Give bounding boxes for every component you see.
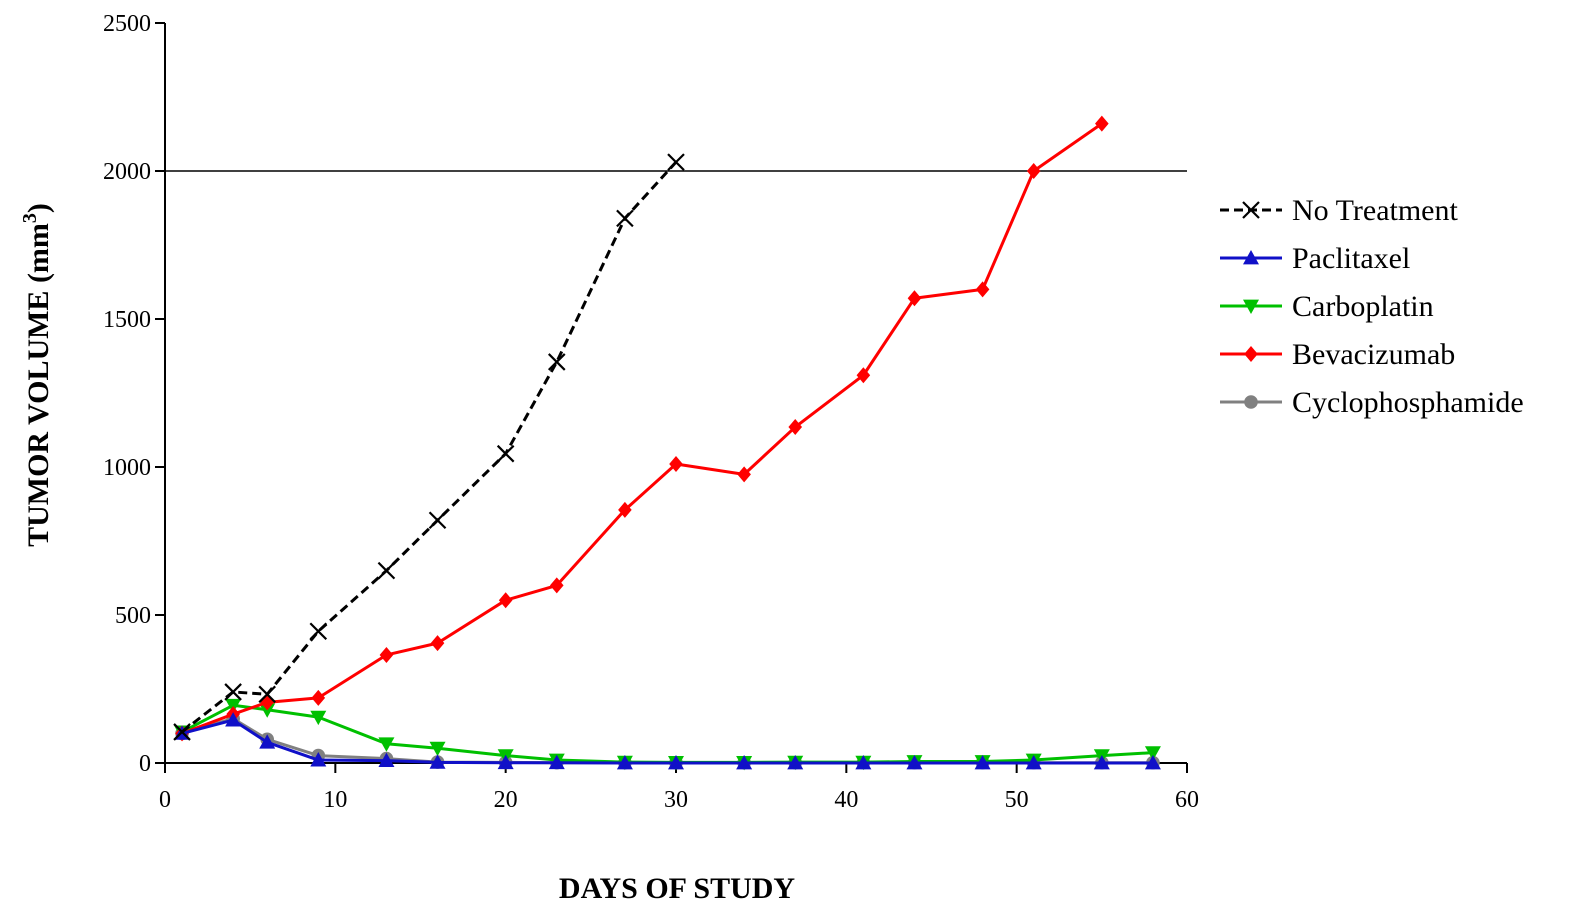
data-point <box>616 755 633 770</box>
series-line <box>181 717 1153 765</box>
data-point <box>549 577 564 594</box>
data-point <box>907 290 922 307</box>
data-point <box>856 367 871 384</box>
series-bevacizumab <box>175 115 1109 742</box>
x-tick-label: 40 <box>834 787 858 813</box>
legend-swatch-marker <box>1243 250 1259 265</box>
data-point <box>428 511 447 530</box>
data-point <box>429 741 446 757</box>
y-axis-title-superscript: 3 <box>19 213 41 223</box>
x-tick-label: 30 <box>664 787 688 813</box>
data-point <box>1093 755 1110 770</box>
data-point <box>548 754 565 770</box>
x-tick-label: 0 <box>159 787 171 813</box>
y-tick-label: 1000 <box>103 455 151 481</box>
data-point <box>975 281 990 298</box>
data-point <box>430 635 445 652</box>
data-point <box>225 698 242 714</box>
data-point <box>224 683 242 701</box>
x-axis-title: DAYS OF STUDY <box>559 872 795 905</box>
x-tick-label: 10 <box>323 787 347 813</box>
data-point <box>496 444 515 463</box>
data-point <box>618 501 632 518</box>
data-point <box>1026 163 1041 179</box>
legend-label: Paclitaxel <box>1292 242 1410 275</box>
series-line <box>181 718 1153 765</box>
data-point <box>906 755 923 770</box>
y-tick-label: 500 <box>115 603 151 629</box>
data-point <box>547 353 566 371</box>
x-tick-label: 60 <box>1175 787 1199 813</box>
legend-item: No Treatment <box>1220 194 1459 227</box>
data-point <box>377 561 396 580</box>
data-point <box>974 755 991 770</box>
data-point <box>378 737 395 752</box>
y-axis-title: TUMOR VOLUME (mm3) <box>19 203 55 547</box>
data-point <box>498 592 513 609</box>
legend-swatch-marker <box>1244 346 1258 362</box>
data-point <box>310 752 327 767</box>
x-tick-label: 20 <box>494 787 518 813</box>
data-point <box>310 710 327 726</box>
legend-label: Carboplatin <box>1292 290 1434 323</box>
data-point <box>309 622 328 641</box>
data-point <box>311 689 326 706</box>
data-point <box>737 466 751 483</box>
data-point <box>173 723 191 741</box>
legend: No Treatment Paclitaxel Carboplatin Bevaciz… <box>1220 194 1524 419</box>
data-point <box>787 755 804 770</box>
y-tick-label: 2000 <box>103 159 151 185</box>
data-point <box>1144 755 1161 770</box>
y-axis-title-tail: ) <box>22 203 55 213</box>
data-point <box>669 456 683 473</box>
series-line <box>181 161 678 734</box>
data-point <box>379 646 394 663</box>
x-tick-label: 50 <box>1005 787 1029 813</box>
data-point <box>258 685 276 704</box>
legend-label: No Treatment <box>1292 194 1459 227</box>
data-point <box>429 754 446 769</box>
series-layer <box>173 115 1161 771</box>
series-paclitaxel <box>174 712 1161 770</box>
legend-swatch-marker <box>1242 201 1260 219</box>
legend-label: Cyclophosphamide <box>1292 386 1524 419</box>
legend-item: Bevacizumab <box>1220 338 1455 371</box>
data-point <box>378 752 395 768</box>
data-point <box>855 755 872 770</box>
y-axis-title-main: TUMOR VOLUME (mm <box>22 223 55 547</box>
y-tick-label: 1500 <box>103 307 151 333</box>
data-point <box>788 419 803 436</box>
data-point <box>1144 746 1161 761</box>
legend-item: Paclitaxel <box>1220 242 1410 275</box>
series-no-treatment <box>173 153 685 741</box>
data-point <box>616 209 634 228</box>
data-point <box>259 734 276 749</box>
data-point <box>1025 755 1042 770</box>
data-point <box>668 755 684 770</box>
data-point <box>667 153 685 171</box>
legend-item: Carboplatin <box>1220 290 1434 323</box>
legend-swatch-marker <box>1244 395 1258 409</box>
y-tick-label: 0 <box>139 751 151 777</box>
data-point <box>225 712 242 727</box>
data-point <box>1095 115 1109 132</box>
y-tick-label: 2500 <box>103 11 151 37</box>
axes: 0 10 20 30 40 50 60 0 500 1000 1500 2000 2500 <box>103 11 1199 813</box>
series-line <box>181 703 1154 764</box>
legend-swatch-marker <box>1243 299 1259 314</box>
data-point <box>259 703 276 718</box>
legend-label: Bevacizumab <box>1292 338 1455 371</box>
data-point <box>736 755 753 770</box>
legend-item: Cyclophosphamide <box>1220 386 1524 419</box>
series-line <box>181 122 1103 735</box>
data-point <box>497 754 514 770</box>
